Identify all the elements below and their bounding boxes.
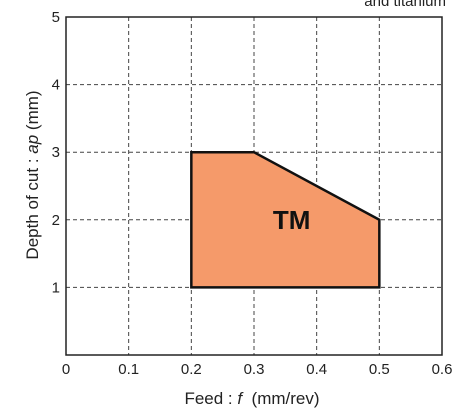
x-axis-unit: (mm/rev): [242, 389, 319, 408]
region-layer: TM: [190, 150, 381, 289]
x-tick-label: 0.3: [244, 361, 265, 378]
plot-frame: [65, 16, 443, 356]
y-tick-label: 1: [52, 279, 60, 296]
y-axis-variable: ap: [23, 135, 42, 154]
y-axis-label: Depth of cut : ap (mm): [23, 90, 42, 259]
x-tick-label: 0.1: [118, 361, 139, 378]
tick-labels: 0 0.1 0.2 0.3 0.4 0.5 0.6 1 2 3 4 5: [52, 9, 453, 378]
corner-note: and titanium: [364, 0, 446, 10]
y-axis-label-text: Depth of cut :: [23, 154, 42, 260]
x-tick-label: 0.4: [306, 361, 327, 378]
y-tick-label: 2: [52, 212, 60, 229]
x-tick-label: 0.6: [432, 361, 453, 378]
y-tick-label: 3: [52, 144, 60, 161]
y-axis-unit: (mm): [23, 90, 42, 134]
y-tick-label: 5: [52, 9, 60, 26]
x-axis-label: Feed : f (mm/rev): [184, 389, 319, 408]
x-axis-label-text: Feed :: [184, 389, 237, 408]
x-tick-label: 0.5: [369, 361, 390, 378]
x-axis-variable: f: [237, 389, 244, 408]
x-tick-label: 0.2: [181, 361, 202, 378]
x-tick-label: 0: [62, 361, 70, 378]
region-label-tm: TM: [273, 205, 311, 235]
region-tm: [190, 150, 381, 289]
y-tick-label: 4: [52, 77, 60, 94]
